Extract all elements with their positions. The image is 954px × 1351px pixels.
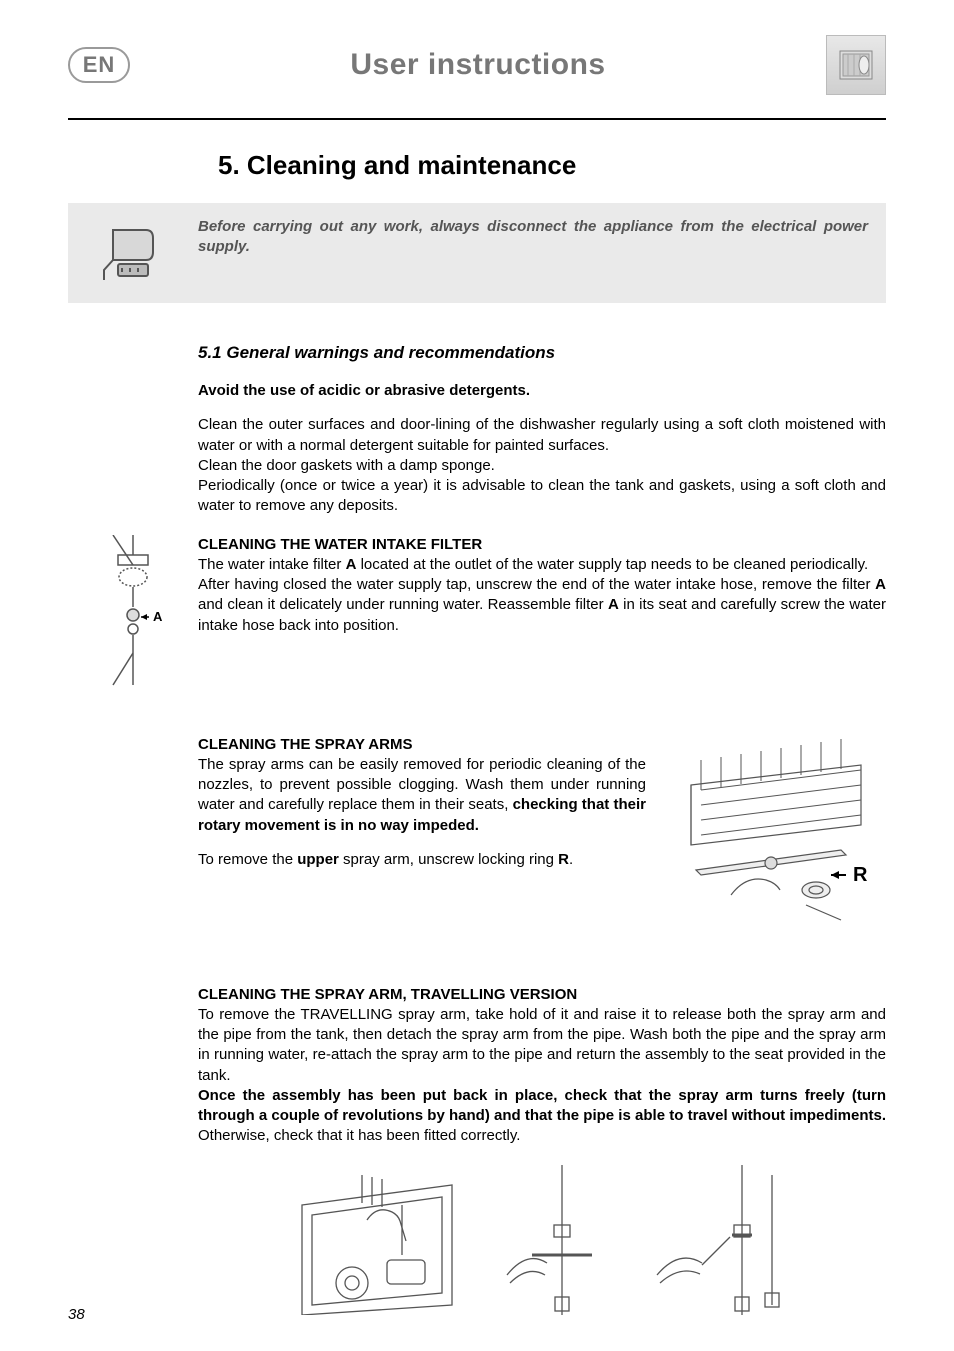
general-p2: Clean the door gaskets with a damp spong…	[198, 456, 886, 476]
svg-text:R: R	[853, 864, 868, 886]
spray-arm-diagram: R	[666, 735, 886, 935]
travelling-fig-2	[492, 1165, 612, 1315]
warning-text: Before carrying out any work, always dis…	[198, 203, 886, 303]
spray-arms-heading: CLEANING THE SPRAY ARMS	[198, 735, 646, 755]
travelling-heading: CLEANING THE SPRAY ARM, TRAVELLING VERSI…	[198, 985, 886, 1005]
spray-arms-p1: The spray arms can be easily removed for…	[198, 755, 646, 836]
avoid-detergents: Avoid the use of acidic or abrasive dete…	[198, 381, 886, 401]
section-travelling: CLEANING THE SPRAY ARM, TRAVELLING VERSI…	[68, 985, 886, 1315]
travelling-diagrams	[198, 1165, 886, 1315]
chapter-title: 5. Cleaning and maintenance	[218, 150, 886, 181]
water-filter-heading: CLEANING THE WATER INTAKE FILTER	[198, 535, 886, 555]
svg-text:A: A	[153, 609, 163, 624]
language-badge: EN	[68, 47, 130, 83]
travelling-fig-1	[292, 1165, 462, 1315]
general-p1: Clean the outer surfaces and door-lining…	[198, 415, 886, 456]
plug-icon	[68, 203, 198, 303]
warning-block: Before carrying out any work, always dis…	[68, 203, 886, 303]
page: EN User instructions 5. Cleaning and mai…	[0, 0, 954, 1351]
general-p3: Periodically (once or twice a year) it i…	[198, 476, 886, 517]
section-spray-arms: CLEANING THE SPRAY ARMS The spray arms c…	[68, 735, 886, 935]
section-water-filter: A CLEANING THE WATER INTAKE FILTER The w…	[68, 535, 886, 695]
water-filter-p2: After having closed the water supply tap…	[198, 575, 886, 636]
travelling-p1: To remove the TRAVELLING spray arm, take…	[198, 1005, 886, 1086]
spray-arms-p2: To remove the upper spray arm, unscrew l…	[198, 850, 646, 870]
filter-diagram: A	[68, 535, 198, 695]
subheading: 5.1 General warnings and recommendations	[198, 343, 886, 363]
page-title: User instructions	[130, 48, 826, 82]
travelling-fig-3	[642, 1165, 792, 1315]
header-rule	[68, 118, 886, 120]
language-code: EN	[83, 52, 116, 78]
water-filter-p1: The water intake filter A located at the…	[198, 555, 886, 575]
travelling-p2: Once the assembly has been put back in p…	[198, 1086, 886, 1147]
page-number: 38	[68, 1306, 85, 1323]
dishwasher-icon	[826, 35, 886, 95]
header: EN User instructions	[68, 30, 886, 100]
section-general: Avoid the use of acidic or abrasive dete…	[68, 381, 886, 517]
